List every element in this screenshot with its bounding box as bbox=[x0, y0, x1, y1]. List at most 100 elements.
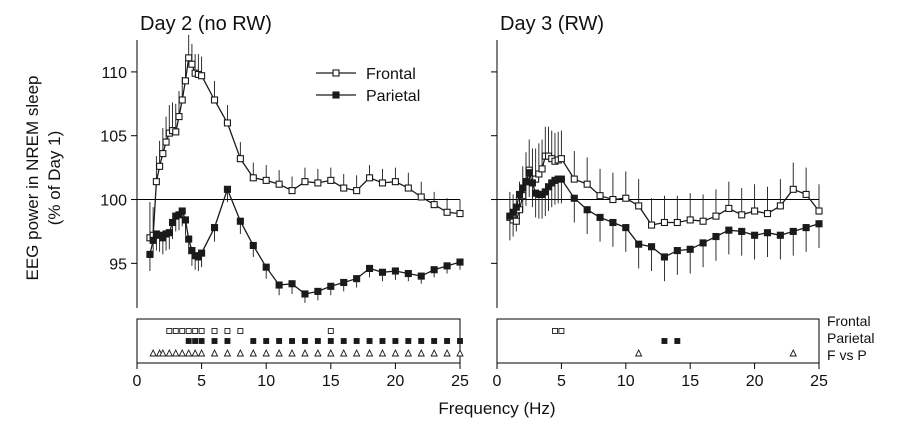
sig-marker-fvp bbox=[404, 348, 413, 357]
sig-marker-parietal bbox=[276, 338, 283, 344]
sig-marker-fvp bbox=[301, 348, 309, 357]
series-parietal bbox=[506, 169, 823, 261]
sig-marker-fvp bbox=[339, 348, 348, 357]
data-point bbox=[443, 262, 451, 270]
data-point bbox=[557, 175, 565, 183]
series-parietal bbox=[146, 185, 464, 298]
data-point bbox=[327, 282, 335, 290]
sig-marker-parietal bbox=[198, 338, 205, 344]
panel-title: Day 3 (RW) bbox=[500, 13, 604, 35]
sig-marker-fvp bbox=[172, 348, 180, 357]
x-tick-label: 0 bbox=[133, 373, 142, 390]
sig-row-label: Frontal bbox=[827, 313, 871, 329]
data-point bbox=[340, 278, 348, 287]
data-point bbox=[557, 155, 565, 163]
sig-marker-fvp bbox=[456, 348, 464, 357]
sig-marker-parietal bbox=[327, 338, 334, 344]
data-point bbox=[673, 247, 681, 255]
sig-marker-frontal bbox=[237, 328, 244, 334]
sig-marker-fvp bbox=[417, 348, 425, 357]
data-point bbox=[815, 220, 823, 228]
significance-panel bbox=[496, 318, 820, 364]
data-point bbox=[660, 218, 668, 227]
data-point bbox=[262, 263, 270, 271]
sig-marker-parietal bbox=[314, 338, 321, 344]
sig-marker-frontal bbox=[552, 328, 558, 334]
series-line bbox=[149, 187, 461, 295]
x-tick-label: 5 bbox=[557, 373, 566, 390]
data-point bbox=[802, 190, 810, 198]
sig-marker-fvp bbox=[314, 348, 322, 357]
sig-marker-fvp bbox=[262, 348, 270, 357]
y-axis-title: EEG power in NREM sleep (% of Day 1) bbox=[23, 75, 64, 280]
data-point bbox=[172, 128, 180, 136]
data-point bbox=[223, 185, 231, 193]
legend-marker bbox=[332, 69, 340, 77]
data-point bbox=[525, 169, 533, 177]
data-point bbox=[712, 212, 720, 220]
sig-marker-frontal bbox=[185, 328, 192, 334]
data-point bbox=[712, 232, 720, 241]
sig-marker-fvp bbox=[352, 348, 361, 357]
data-point bbox=[391, 267, 399, 275]
data-point bbox=[301, 290, 309, 298]
sig-marker-parietal bbox=[289, 338, 295, 344]
data-point bbox=[378, 268, 387, 276]
data-point bbox=[378, 179, 387, 187]
data-point bbox=[404, 269, 412, 278]
x-tick-label: 15 bbox=[681, 373, 699, 390]
data-point bbox=[776, 231, 784, 239]
significance-frame bbox=[496, 318, 820, 364]
sig-marker-parietal bbox=[263, 338, 270, 344]
data-point bbox=[236, 217, 244, 225]
y-tick-label: 110 bbox=[101, 65, 127, 82]
data-point bbox=[776, 202, 784, 210]
sig-marker-frontal bbox=[192, 328, 199, 334]
sig-marker-parietal bbox=[392, 338, 399, 344]
data-point bbox=[156, 162, 164, 170]
sig-marker-fvp bbox=[178, 348, 186, 357]
y-tick-label: 95 bbox=[109, 256, 127, 273]
data-point bbox=[802, 224, 810, 232]
data-point bbox=[178, 207, 186, 215]
data-point bbox=[168, 218, 177, 227]
data-point bbox=[262, 176, 270, 184]
x-tick-label: 20 bbox=[387, 373, 405, 390]
data-point bbox=[185, 235, 193, 243]
data-point bbox=[528, 179, 536, 187]
legend-marker bbox=[332, 91, 340, 99]
sig-marker-parietal bbox=[661, 338, 668, 344]
data-point bbox=[353, 187, 361, 195]
data-point bbox=[340, 184, 348, 192]
data-point bbox=[570, 175, 578, 183]
data-point bbox=[366, 264, 374, 272]
data-point bbox=[165, 229, 173, 237]
x-tick-label: 20 bbox=[746, 373, 764, 390]
data-point bbox=[162, 138, 170, 146]
sig-marker-frontal bbox=[224, 328, 231, 334]
data-point bbox=[635, 202, 643, 210]
data-point bbox=[673, 218, 681, 227]
error-bars-frontal bbox=[149, 34, 461, 238]
data-point bbox=[185, 54, 193, 62]
data-point bbox=[198, 249, 206, 257]
data-point bbox=[596, 213, 604, 221]
sig-marker-parietal bbox=[224, 338, 231, 344]
data-point bbox=[789, 227, 797, 235]
data-point bbox=[763, 229, 772, 237]
data-point bbox=[789, 185, 797, 193]
sig-marker-parietal bbox=[302, 338, 308, 344]
sig-marker-fvp bbox=[184, 348, 193, 357]
sig-marker-fvp bbox=[236, 348, 245, 357]
data-point bbox=[314, 179, 322, 187]
data-point bbox=[686, 245, 694, 253]
data-point bbox=[288, 280, 296, 288]
significance-panel bbox=[136, 318, 464, 364]
sig-marker-parietal bbox=[340, 338, 347, 344]
sig-marker-parietal bbox=[353, 338, 360, 344]
data-point bbox=[699, 217, 707, 225]
data-point bbox=[648, 243, 656, 251]
data-point bbox=[538, 165, 546, 173]
legend-label: Frontal bbox=[366, 66, 416, 83]
